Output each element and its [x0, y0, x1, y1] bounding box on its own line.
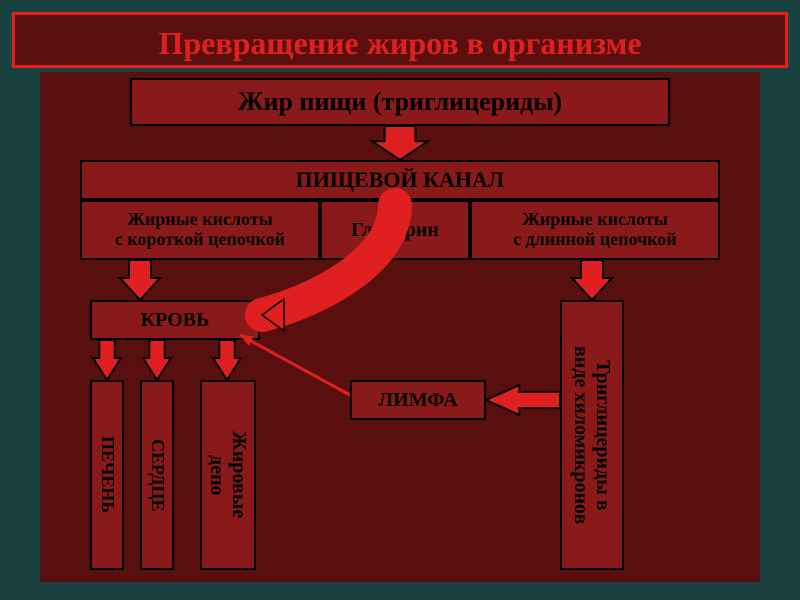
node-label: Глицерин [351, 219, 439, 241]
node-label: ПЕЧЕНЬ [97, 436, 117, 513]
node-long-fa: Жирные кислоты с длинной цепочкой [470, 200, 720, 260]
node-canal: ПИЩЕВОЙ КАНАЛ [80, 160, 720, 200]
node-food-fat: Жир пищи (триглицериды) [130, 78, 670, 126]
node-blood: КРОВЬ [90, 300, 260, 340]
node-liver: ПЕЧЕНЬ [90, 380, 124, 570]
diagram-title: Превращение жиров в организме [12, 12, 788, 68]
node-heart: СЕРДЦЕ [140, 380, 174, 570]
node-label: Жирные кислоты с короткой цепочкой [115, 210, 285, 250]
node-label: ЛИМФА [378, 389, 457, 411]
node-label: Жировые депо [206, 431, 250, 518]
node-short-fa: Жирные кислоты с короткой цепочкой [80, 200, 320, 260]
node-chylo: Триглицериды в виде хиломикронов [560, 300, 624, 570]
node-label: Жир пищи (триглицериды) [238, 88, 562, 117]
node-lymph: ЛИМФА [350, 380, 486, 420]
node-label: ПИЩЕВОЙ КАНАЛ [296, 168, 505, 192]
node-label: КРОВЬ [141, 309, 210, 331]
node-label: Жирные кислоты с длинной цепочкой [513, 210, 677, 250]
node-label: Триглицериды в виде хиломикронов [570, 346, 614, 524]
node-label: СЕРДЦЕ [147, 439, 167, 511]
node-glycerin: Глицерин [320, 200, 470, 260]
node-fat-depot: Жировые депо [200, 380, 256, 570]
